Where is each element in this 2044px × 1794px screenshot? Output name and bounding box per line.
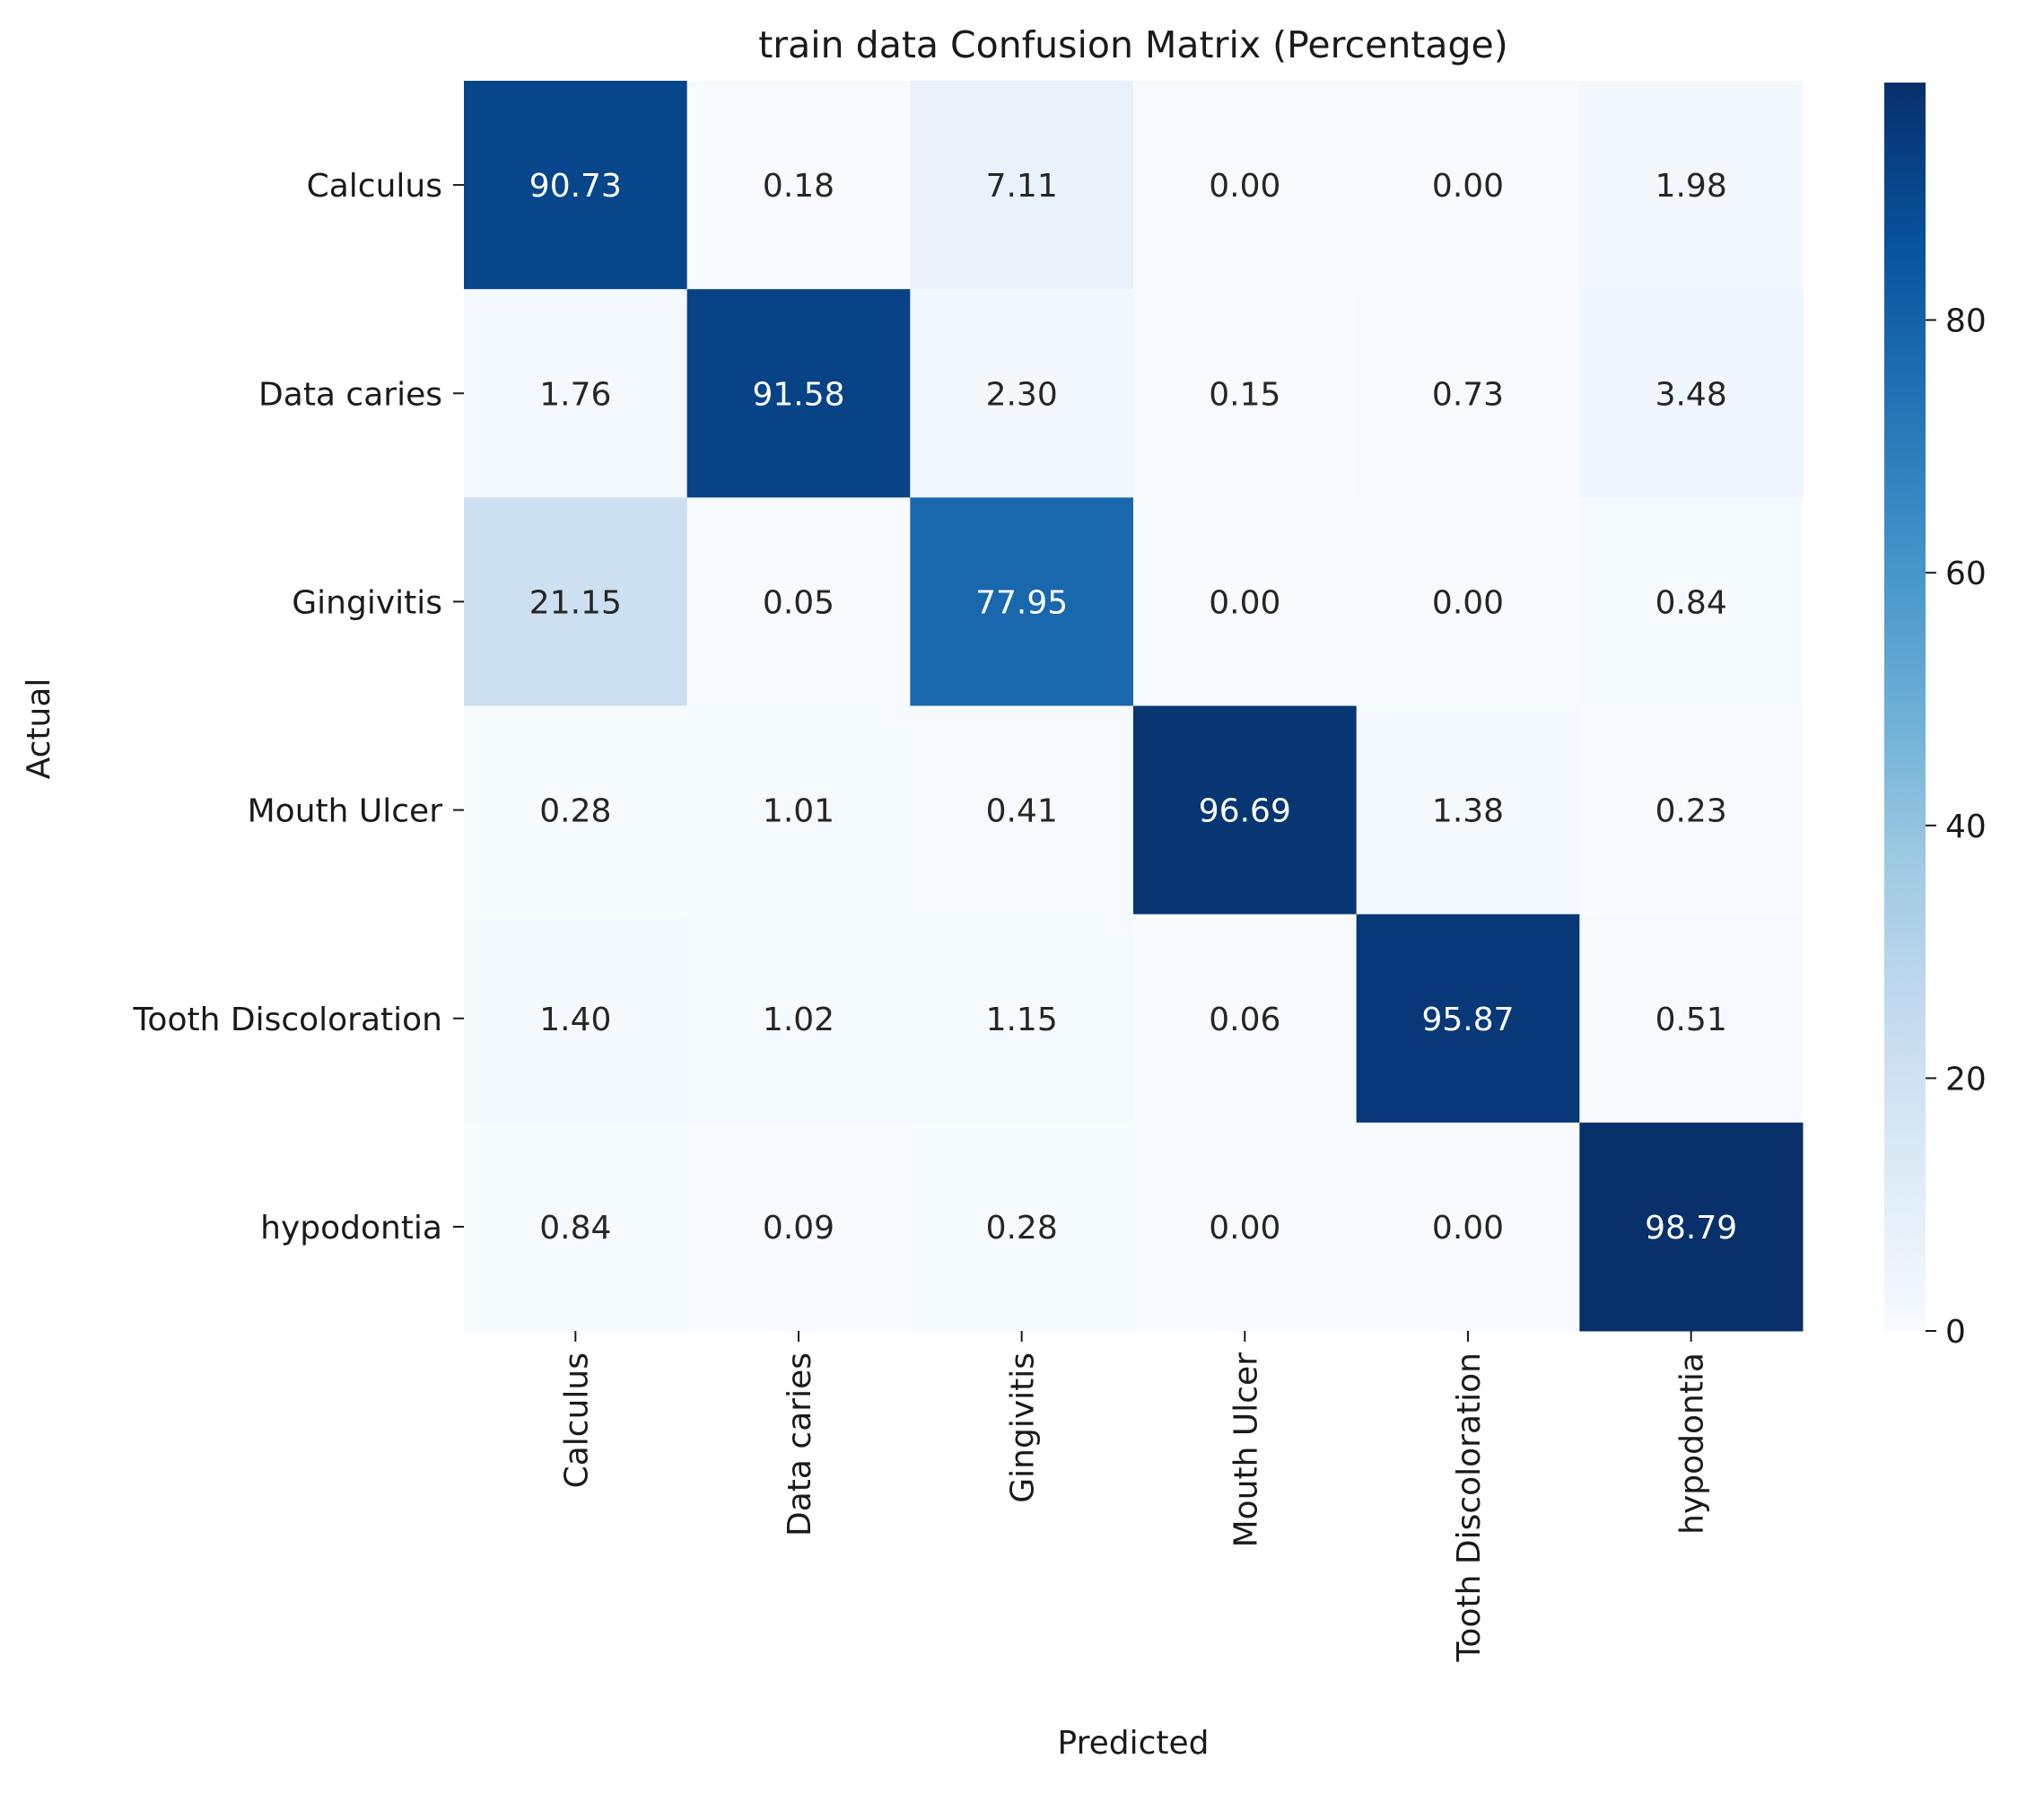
cell-value-label: 0.05	[763, 584, 834, 621]
heatmap-cell	[1579, 289, 1804, 498]
cell-value-label: 7.11	[986, 168, 1058, 205]
colorbar-tick-label: 40	[1945, 809, 1987, 845]
cell-value-label: 0.41	[986, 793, 1058, 830]
heatmap-cell	[1356, 289, 1580, 498]
heatmap-cell	[464, 1122, 688, 1332]
colorbar-tick-label: 0	[1945, 1314, 1966, 1351]
heatmap-cell	[1579, 81, 1804, 290]
chart-title: train data Confusion Matrix (Percentage)	[758, 23, 1508, 66]
heatmap-cell	[1579, 497, 1804, 706]
y-tick-label: Gingivitis	[292, 584, 442, 621]
cell-value-label: 0.51	[1655, 1002, 1727, 1038]
heatmap-cell	[1579, 1122, 1804, 1332]
x-tick-label: Data caries	[782, 1352, 818, 1536]
cell-value-label: 95.87	[1421, 1002, 1514, 1038]
heatmap-cell	[686, 705, 911, 915]
cell-value-label: 0.73	[1432, 376, 1504, 413]
heatmap-cell	[1133, 1122, 1358, 1332]
cell-value-label: 96.69	[1199, 793, 1291, 830]
x-tick-label: Gingivitis	[1005, 1352, 1042, 1503]
y-tick-label: Calculus	[307, 168, 442, 205]
cell-value-label: 0.00	[1209, 1210, 1280, 1247]
colorbar: 0 20 40 60 80	[1884, 83, 1987, 1351]
heatmap-cell	[1133, 497, 1358, 706]
cell-value-label: 0.00	[1432, 168, 1504, 205]
cell-value-label: 2.30	[986, 376, 1058, 413]
y-tick-label: hypodontia	[260, 1210, 442, 1247]
axis-ticks: Calculus Data caries Gingivitis Mouth Ulcer…	[133, 168, 1711, 1662]
cell-value-label: 0.84	[1655, 584, 1727, 621]
cell-value-label: 1.38	[1432, 793, 1504, 830]
heatmap-cell	[910, 914, 1134, 1124]
cell-value-label: 0.15	[1209, 376, 1280, 413]
heatmap-cell	[910, 81, 1134, 290]
cell-value-label: 77.95	[975, 584, 1068, 621]
cell-value-label: 0.84	[539, 1210, 611, 1247]
heatmap-cell	[686, 1122, 911, 1332]
heatmap-cell	[464, 914, 688, 1124]
cell-value-label: 0.28	[986, 1210, 1058, 1247]
cell-value-label: 0.00	[1432, 1210, 1504, 1247]
cell-value-label: 0.00	[1209, 168, 1280, 205]
cell-value-label: 0.18	[763, 168, 834, 205]
cell-value-label: 1.76	[539, 376, 611, 413]
colorbar-tick-label: 80	[1945, 303, 1987, 340]
y-tick-label: Mouth Ulcer	[248, 793, 443, 830]
cell-value-label: 0.09	[763, 1210, 834, 1247]
heatmap-cell	[1579, 914, 1804, 1124]
heatmap-cell	[910, 1122, 1134, 1332]
colorbar-gradient	[1884, 83, 1926, 1331]
heatmap-cell	[464, 497, 688, 706]
colorbar-tick-label: 20	[1945, 1061, 1987, 1098]
cell-value-label: 1.15	[986, 1002, 1058, 1038]
heatmap-cell	[1579, 705, 1804, 915]
x-tick-label: Calculus	[558, 1352, 595, 1488]
heatmap-cell	[686, 497, 911, 706]
heatmap-cell	[1356, 1122, 1580, 1332]
heatmap-cell	[910, 705, 1134, 915]
cell-value-label: 21.15	[529, 584, 622, 621]
cell-value-label: 0.00	[1432, 584, 1504, 621]
y-tick-label: Tooth Discoloration	[133, 1002, 442, 1038]
cell-value-label: 1.98	[1655, 168, 1727, 205]
heatmap-cell	[686, 289, 911, 498]
heatmap-cell	[1356, 705, 1580, 915]
colorbar-tick-label: 60	[1945, 556, 1987, 592]
cell-value-label: 98.79	[1645, 1210, 1737, 1247]
heatmap-cell	[686, 81, 911, 290]
cell-value-label: 1.40	[539, 1002, 611, 1038]
heatmap-cell	[1133, 289, 1358, 498]
cell-value-label: 0.06	[1209, 1002, 1280, 1038]
cell-value-label: 0.00	[1209, 584, 1280, 621]
cell-value-label: 0.23	[1655, 793, 1727, 830]
cell-value-label: 0.28	[539, 793, 611, 830]
x-tick-label: Mouth Ulcer	[1227, 1352, 1264, 1548]
x-tick-label: hypodontia	[1674, 1352, 1711, 1535]
cell-value-label: 1.02	[763, 1002, 834, 1038]
heatmap-cell	[910, 289, 1134, 498]
heatmap-cell	[686, 914, 911, 1124]
heatmap-cell	[464, 81, 688, 290]
y-axis-label: Actual	[21, 678, 57, 780]
cell-value-label: 91.58	[752, 376, 844, 413]
heatmap-cell	[1133, 81, 1358, 290]
heatmap-cell	[464, 705, 688, 915]
heatmap-cell	[1133, 914, 1358, 1124]
heatmap-cell	[1133, 705, 1358, 915]
heatmap-cells: 90.73 0.18 7.11 0.00 0.00 1.98 1.76 91.58 2.30 0.…	[464, 81, 1804, 1332]
heatmap-cell	[910, 497, 1134, 706]
cell-value-label: 3.48	[1655, 376, 1727, 413]
heatmap-cell	[464, 289, 688, 498]
x-axis-label: Predicted	[1058, 1725, 1210, 1762]
heatmap-cell	[1356, 81, 1580, 290]
cell-value-label: 1.01	[763, 793, 834, 830]
heatmap-cell	[1356, 914, 1580, 1124]
y-tick-label: Data caries	[258, 376, 442, 413]
cell-value-label: 90.73	[529, 168, 622, 205]
heatmap-cell	[1356, 497, 1580, 706]
x-tick-label: Tooth Discoloration	[1451, 1352, 1488, 1662]
